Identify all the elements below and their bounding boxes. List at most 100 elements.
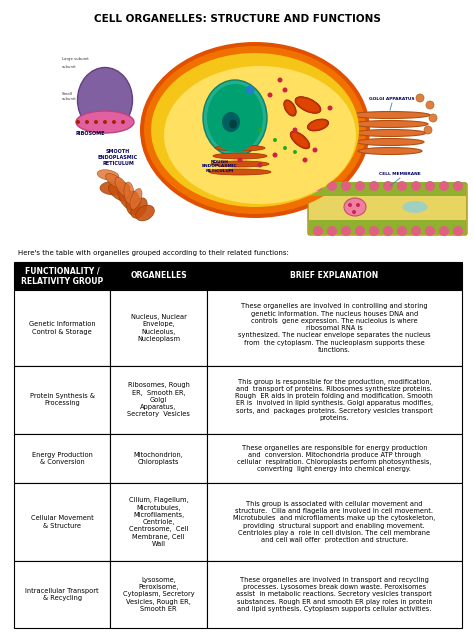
- Ellipse shape: [352, 210, 356, 214]
- Text: These organelles are involved in transport and recycling
processes. Lysosomes br: These organelles are involved in transpo…: [237, 577, 432, 612]
- Ellipse shape: [222, 112, 240, 132]
- FancyBboxPatch shape: [207, 366, 462, 434]
- Ellipse shape: [283, 87, 288, 92]
- Ellipse shape: [411, 226, 421, 236]
- Ellipse shape: [416, 94, 424, 102]
- Ellipse shape: [126, 191, 140, 215]
- Text: subunit: subunit: [62, 65, 77, 69]
- Text: GOLGI APPARATUS: GOLGI APPARATUS: [369, 97, 415, 101]
- Ellipse shape: [277, 78, 283, 83]
- FancyBboxPatch shape: [207, 483, 462, 561]
- Ellipse shape: [112, 120, 116, 124]
- FancyBboxPatch shape: [110, 262, 207, 290]
- Ellipse shape: [283, 146, 287, 150]
- Text: These organelles are involved in controlling and storing
genetic information. Th: These organelles are involved in control…: [238, 303, 431, 353]
- Ellipse shape: [76, 120, 80, 124]
- Ellipse shape: [97, 170, 119, 180]
- Ellipse shape: [369, 226, 379, 236]
- Text: Nucleus, Nuclear
Envelope,
Nucleolus,
Nucleoplasm: Nucleus, Nuclear Envelope, Nucleolus, Nu…: [130, 314, 186, 342]
- FancyBboxPatch shape: [14, 262, 110, 290]
- Ellipse shape: [164, 66, 356, 204]
- Ellipse shape: [144, 46, 366, 214]
- Ellipse shape: [115, 177, 129, 197]
- Ellipse shape: [94, 120, 98, 124]
- Text: ROUGH
ENDOPLASMIC
RETICULUM: ROUGH ENDOPLASMIC RETICULUM: [202, 160, 238, 173]
- Ellipse shape: [350, 111, 430, 119]
- Ellipse shape: [213, 153, 267, 159]
- Text: Cellular Movement
& Structure: Cellular Movement & Structure: [31, 516, 93, 529]
- FancyBboxPatch shape: [14, 434, 110, 483]
- Ellipse shape: [211, 161, 269, 167]
- Ellipse shape: [118, 186, 136, 210]
- Text: Energy Production
& Conversion: Energy Production & Conversion: [32, 452, 92, 465]
- Ellipse shape: [327, 226, 337, 236]
- FancyBboxPatch shape: [110, 434, 207, 483]
- FancyBboxPatch shape: [207, 290, 462, 366]
- Ellipse shape: [130, 188, 142, 209]
- Ellipse shape: [229, 119, 237, 128]
- Ellipse shape: [285, 102, 295, 114]
- Ellipse shape: [78, 68, 133, 133]
- Text: Here's the table with organelles grouped according to their related functions:: Here's the table with organelles grouped…: [18, 250, 289, 256]
- FancyBboxPatch shape: [14, 561, 110, 628]
- FancyBboxPatch shape: [110, 483, 207, 561]
- Ellipse shape: [273, 152, 277, 157]
- Text: Protein Synthesis &
Processing: Protein Synthesis & Processing: [30, 393, 95, 406]
- Ellipse shape: [313, 226, 323, 236]
- FancyBboxPatch shape: [308, 183, 467, 235]
- Ellipse shape: [295, 97, 321, 113]
- Text: SMOOTH
ENDOPLASMIC
RETICULUM: SMOOTH ENDOPLASMIC RETICULUM: [98, 149, 138, 166]
- Text: ORGANELLES: ORGANELLES: [130, 272, 187, 281]
- Ellipse shape: [327, 181, 337, 191]
- Ellipse shape: [341, 181, 351, 191]
- Ellipse shape: [411, 181, 421, 191]
- Ellipse shape: [136, 205, 155, 221]
- Ellipse shape: [103, 120, 107, 124]
- Ellipse shape: [397, 226, 407, 236]
- FancyBboxPatch shape: [14, 290, 110, 366]
- Ellipse shape: [355, 226, 365, 236]
- Text: RIBOSOME: RIBOSOME: [75, 131, 105, 136]
- Ellipse shape: [453, 181, 463, 191]
- Ellipse shape: [383, 181, 393, 191]
- Ellipse shape: [439, 181, 449, 191]
- Ellipse shape: [356, 138, 424, 145]
- FancyBboxPatch shape: [14, 366, 110, 434]
- Ellipse shape: [207, 84, 263, 152]
- Ellipse shape: [293, 150, 297, 154]
- FancyBboxPatch shape: [309, 182, 466, 196]
- Ellipse shape: [267, 92, 273, 97]
- FancyBboxPatch shape: [207, 434, 462, 483]
- Ellipse shape: [307, 119, 329, 131]
- Text: These organelles are responsible for energy production
and  conversion. Mitochon: These organelles are responsible for ene…: [237, 444, 431, 472]
- Ellipse shape: [354, 130, 426, 137]
- FancyBboxPatch shape: [110, 561, 207, 628]
- Ellipse shape: [215, 145, 265, 151]
- Ellipse shape: [402, 201, 428, 213]
- Ellipse shape: [356, 203, 360, 207]
- Ellipse shape: [124, 182, 134, 204]
- Text: Large subunit: Large subunit: [62, 57, 89, 61]
- Ellipse shape: [284, 100, 296, 116]
- Ellipse shape: [209, 169, 271, 175]
- Ellipse shape: [355, 181, 365, 191]
- FancyBboxPatch shape: [207, 262, 462, 290]
- Ellipse shape: [425, 181, 435, 191]
- Text: This group is responsible for the production, modification,
and  transport of pr: This group is responsible for the produc…: [236, 379, 433, 421]
- Ellipse shape: [85, 120, 89, 124]
- Ellipse shape: [302, 157, 308, 162]
- Text: Mitochondrion,
Chloroplasts: Mitochondrion, Chloroplasts: [134, 452, 183, 465]
- Ellipse shape: [100, 181, 130, 195]
- Ellipse shape: [203, 80, 267, 156]
- Ellipse shape: [328, 106, 332, 111]
- Ellipse shape: [358, 147, 422, 154]
- Ellipse shape: [352, 121, 428, 128]
- Text: Small
subunit: Small subunit: [62, 92, 77, 101]
- Ellipse shape: [313, 181, 323, 191]
- Ellipse shape: [106, 173, 125, 188]
- Ellipse shape: [246, 85, 255, 95]
- Ellipse shape: [453, 226, 463, 236]
- FancyBboxPatch shape: [110, 290, 207, 366]
- Text: CELL ORGANELLES: STRUCTURE AND FUNCTIONS: CELL ORGANELLES: STRUCTURE AND FUNCTIONS: [93, 14, 381, 24]
- Ellipse shape: [292, 128, 298, 133]
